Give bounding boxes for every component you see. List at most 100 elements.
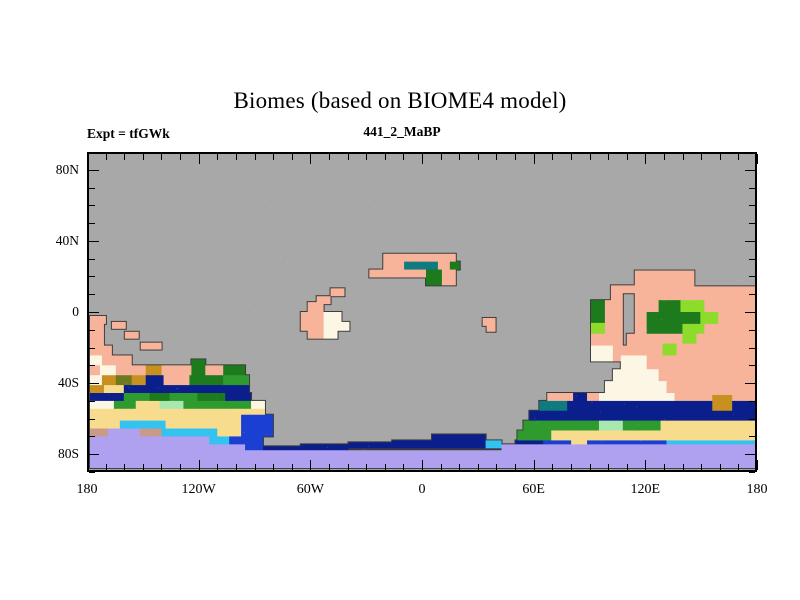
tick-mark — [89, 401, 95, 402]
tick-mark — [89, 436, 95, 437]
tick-mark — [749, 365, 755, 366]
tick-mark — [348, 154, 349, 160]
tick-mark — [124, 154, 125, 160]
tick-mark — [478, 464, 479, 470]
tick-mark — [422, 154, 423, 164]
tick-mark — [745, 454, 755, 455]
tick-mark — [199, 460, 200, 470]
biome-map-plot — [87, 152, 757, 472]
tick-mark — [552, 464, 553, 470]
tick-mark — [749, 294, 755, 295]
tick-mark — [534, 460, 535, 470]
tick-mark — [749, 223, 755, 224]
tick-mark — [124, 464, 125, 470]
tick-mark — [749, 348, 755, 349]
tick-mark — [161, 154, 162, 160]
y-axis-tick-label: 80S — [33, 446, 79, 462]
tick-mark — [329, 464, 330, 470]
x-axis-tick-label: 120E — [631, 482, 661, 498]
tick-mark — [738, 154, 739, 160]
tick-mark — [87, 460, 88, 470]
y-axis-tick-label: 40N — [33, 233, 79, 249]
tick-mark — [255, 154, 256, 160]
tick-mark — [749, 276, 755, 277]
tick-mark — [749, 472, 755, 473]
tick-mark — [749, 188, 755, 189]
tick-mark — [403, 154, 404, 160]
tick-mark — [459, 154, 460, 160]
tick-mark — [590, 154, 591, 160]
tick-mark — [664, 154, 665, 160]
experiment-label: Expt = tfGWk — [87, 126, 170, 142]
tick-mark — [552, 154, 553, 160]
tick-mark — [441, 154, 442, 160]
tick-mark — [627, 464, 628, 470]
x-axis-tick-label: 0 — [419, 482, 426, 498]
tick-mark — [366, 464, 367, 470]
tick-mark — [645, 460, 646, 470]
tick-mark — [106, 154, 107, 160]
tick-mark — [590, 464, 591, 470]
tick-mark — [329, 154, 330, 160]
tick-mark — [87, 154, 88, 164]
tick-mark — [534, 154, 535, 164]
y-axis-tick-label: 80N — [33, 162, 79, 178]
tick-mark — [199, 154, 200, 164]
tick-mark — [749, 436, 755, 437]
tick-mark — [745, 170, 755, 171]
tick-mark — [89, 205, 95, 206]
tick-mark — [273, 464, 274, 470]
tick-mark — [749, 330, 755, 331]
tick-mark — [745, 241, 755, 242]
tick-mark — [720, 464, 721, 470]
tick-mark — [310, 154, 311, 164]
tick-mark — [571, 154, 572, 160]
tick-mark — [749, 419, 755, 420]
tick-mark — [738, 464, 739, 470]
tick-mark — [496, 154, 497, 160]
tick-mark — [515, 464, 516, 470]
tick-mark — [385, 464, 386, 470]
tick-mark — [608, 464, 609, 470]
tick-mark — [745, 312, 755, 313]
tick-mark — [89, 276, 95, 277]
tick-mark — [441, 464, 442, 470]
tick-mark — [236, 154, 237, 160]
tick-mark — [89, 348, 95, 349]
tick-mark — [310, 460, 311, 470]
tick-mark — [143, 154, 144, 160]
x-axis-tick-label: 120W — [182, 482, 216, 498]
subtitle: 441_2_MaBP — [322, 124, 482, 140]
tick-mark — [292, 464, 293, 470]
tick-mark — [89, 294, 95, 295]
tick-mark — [217, 154, 218, 160]
tick-mark — [89, 312, 99, 313]
tick-mark — [749, 401, 755, 402]
tick-mark — [89, 259, 95, 260]
page-title: Biomes (based on BIOME4 model) — [0, 88, 800, 114]
tick-mark — [645, 154, 646, 164]
tick-mark — [273, 154, 274, 160]
tick-mark — [89, 241, 99, 242]
x-axis-tick-label: 60W — [297, 482, 324, 498]
tick-mark — [161, 464, 162, 470]
tick-mark — [89, 419, 95, 420]
tick-mark — [459, 464, 460, 470]
tick-mark — [422, 460, 423, 470]
tick-mark — [89, 188, 95, 189]
tick-mark — [627, 154, 628, 160]
tick-mark — [236, 464, 237, 470]
tick-mark — [89, 472, 95, 473]
biome-grid-canvas — [89, 154, 755, 470]
tick-mark — [664, 464, 665, 470]
tick-mark — [749, 205, 755, 206]
tick-mark — [89, 383, 99, 384]
tick-mark — [217, 464, 218, 470]
tick-mark — [143, 464, 144, 470]
tick-mark — [89, 170, 99, 171]
tick-mark — [515, 154, 516, 160]
tick-mark — [89, 152, 95, 153]
tick-mark — [292, 154, 293, 160]
tick-mark — [89, 330, 95, 331]
tick-mark — [255, 464, 256, 470]
